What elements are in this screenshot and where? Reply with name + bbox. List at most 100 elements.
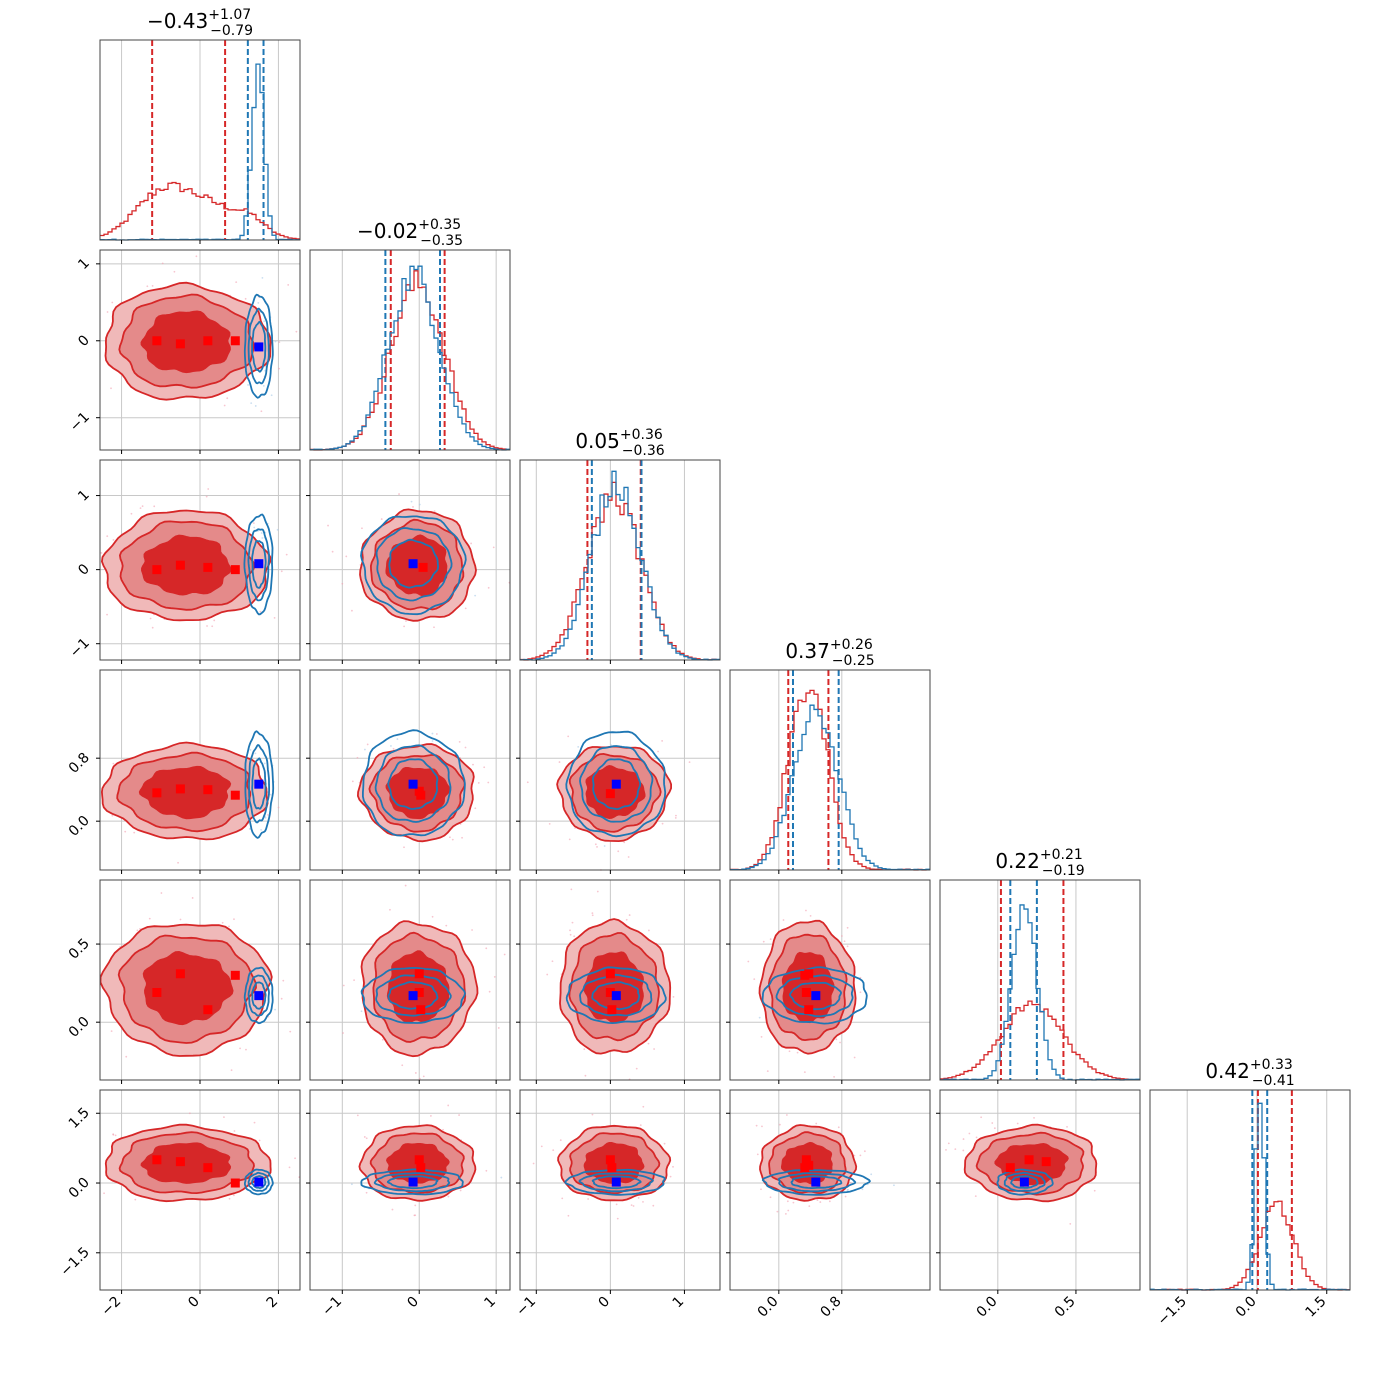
x-tick-label: 1.5 [1303,1294,1330,1321]
primary-sample-point [207,488,210,490]
primary-sample-point [459,1189,462,1192]
secondary-sample-point [274,1008,277,1011]
y-tick-label: −1 [67,409,93,435]
primary-sample-point [356,1114,359,1117]
primary-sample-point [526,781,529,784]
primary-sample-point [962,1149,965,1152]
x-tick-label: 0.8 [818,1294,845,1321]
primary-sample-point [568,838,571,841]
primary-marker [203,562,213,572]
primary-sample-point [567,735,570,738]
primary-marker [416,1163,426,1173]
primary-sample-point [839,1041,841,1044]
primary-sample-point [672,1165,674,1168]
primary-sample-point [954,1148,957,1151]
secondary-contour [592,758,642,810]
secondary-contour [387,981,439,1010]
secondary-contour [565,966,667,1025]
scatter-panel [516,669,721,874]
primary-sample-point [233,1130,236,1132]
secondary-contour [1003,1171,1046,1192]
primary-sample-point [458,1114,460,1116]
primary-sample-point [277,806,280,809]
secondary-contour [243,293,274,399]
primary-sample-point [418,1077,421,1080]
primary-sample-point [353,979,355,982]
primary-sample-point [235,281,238,284]
primary-sample-point [846,945,849,948]
primary-sample-point [161,262,164,265]
primary-sample-point [635,1067,638,1070]
primary-sample-point [252,522,255,525]
primary-sample-point [663,1142,666,1145]
primary-sample-point [464,746,467,749]
primary-marker [203,1005,213,1015]
secondary-marker [811,1177,821,1187]
primary-sample-point [596,846,598,848]
secondary-sample-point [610,744,612,746]
primary-sample-point [280,570,283,573]
primary-sample-point [260,410,263,413]
primary-sample-point [497,1027,500,1029]
primary-sample-point [111,814,114,817]
primary-sample-point [945,1148,947,1151]
title-value: 0.42 [1205,1059,1250,1083]
primary-marker [801,988,811,997]
secondary-sample-point [350,1183,353,1186]
primary-sample-point [213,619,216,622]
primary-sample-point [642,1200,644,1203]
primary-sample-point [532,1162,535,1165]
primary-marker [1024,1155,1034,1165]
secondary-contour [243,966,274,1025]
secondary-contour [388,538,440,589]
panel-frame [939,1089,1141,1291]
primary-sample-point [642,1105,645,1108]
primary-sample-point [226,397,229,400]
panel-title: 0.22+0.21 −0.19 [995,847,1084,879]
scatter-panel [516,1089,721,1294]
primary-sample-point [233,918,235,921]
secondary-sample-point [248,827,251,830]
secondary-contour [247,974,270,1017]
primary-sample-point [616,1217,619,1220]
primary-sample-point [947,1142,950,1145]
primary-marker [203,785,213,795]
title-value: −0.02 [357,219,418,243]
secondary-sample-point [577,745,580,748]
primary-sample-point [435,733,438,735]
secondary-contour [244,730,275,839]
primary-marker [416,1005,426,1015]
primary-sample-point [151,284,154,287]
secondary-sample-point [431,732,434,735]
secondary-marker [408,779,418,789]
primary-sample-point [546,973,549,976]
secondary-sample-point [262,385,265,387]
primary-marker [152,988,162,997]
secondary-contour [360,1168,464,1196]
panel-frame [309,879,511,1081]
primary-sample-point [392,747,395,750]
y-tick-label: 0.0 [66,1014,93,1041]
title-upper-error: +0.35 [418,217,461,233]
primary-marker [418,562,428,572]
secondary-histogram [940,904,1140,1081]
secondary-sample-point [263,762,266,765]
primary-sample-point [351,609,353,612]
primary-sample-point [552,1149,555,1152]
primary-sample-point [761,1125,763,1128]
panel-frame [309,459,511,661]
primary-sample-point [160,892,163,894]
primary-sample-point [782,919,785,921]
primary-sample-point [146,285,149,288]
secondary-histogram [310,265,510,451]
primary-sample-point [363,1136,366,1138]
title-value: 0.22 [995,849,1040,873]
secondary-contour [247,307,270,385]
primary-sample-point [778,1123,781,1126]
primary-sample-point [282,979,285,982]
primary-sample-point [139,927,141,930]
primary-sample-point [784,1212,787,1215]
scatter-panel [306,879,511,1084]
secondary-sample-point [893,1184,895,1187]
primary-sample-point [188,1112,191,1115]
